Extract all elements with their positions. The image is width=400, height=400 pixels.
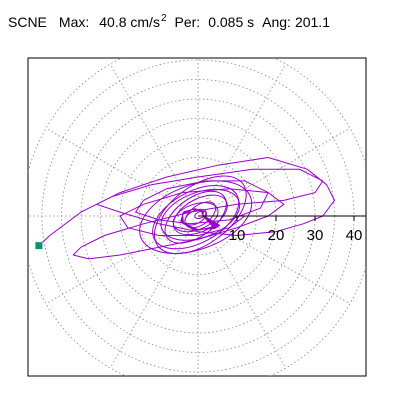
- orbit-trace-inner-5: [164, 190, 227, 244]
- orbit-trace-inner-8: [153, 175, 247, 255]
- grid-spoke-120: [109, 63, 189, 200]
- orbit-trace-inner-0: [194, 210, 207, 219]
- plot-frame: [27, 57, 367, 377]
- orbit-trace-inner-7: [152, 185, 240, 250]
- grid-spoke-210: [45, 225, 182, 305]
- orbit-trace-core: [180, 208, 221, 231]
- station-code: SCNE: [8, 14, 47, 30]
- chart-header: SCNE Max: 40.8 cm/s 2 Per: 0.085 s Ang: …: [8, 13, 330, 30]
- max-label: Max:: [58, 14, 90, 30]
- radial-tick-label-10: 10: [229, 227, 246, 244]
- max-value: 40.8 cm/s: [99, 14, 160, 30]
- ang-label: Ang:: [262, 14, 291, 30]
- max-exponent: 2: [160, 13, 167, 24]
- grid-spoke-300: [207, 232, 287, 369]
- radial-tick-label-30: 30: [307, 227, 324, 244]
- orbit-trace-inner-9: [139, 180, 253, 254]
- per-label: Per:: [174, 14, 201, 30]
- peak-marker: [35, 242, 43, 250]
- per-value: 0.085 s: [208, 14, 255, 30]
- orbit-traces: [38, 157, 335, 260]
- radial-tick-label-20: 20: [268, 227, 285, 244]
- radial-tick-label-40: 40: [346, 227, 363, 244]
- grid-spoke-60: [207, 63, 287, 200]
- radial-axis: 10 20 30 40: [35, 215, 366, 250]
- orbit-trace-outer: [38, 157, 335, 260]
- orbit-trace-mid: [135, 180, 269, 225]
- ang-value: 201.1: [294, 14, 330, 30]
